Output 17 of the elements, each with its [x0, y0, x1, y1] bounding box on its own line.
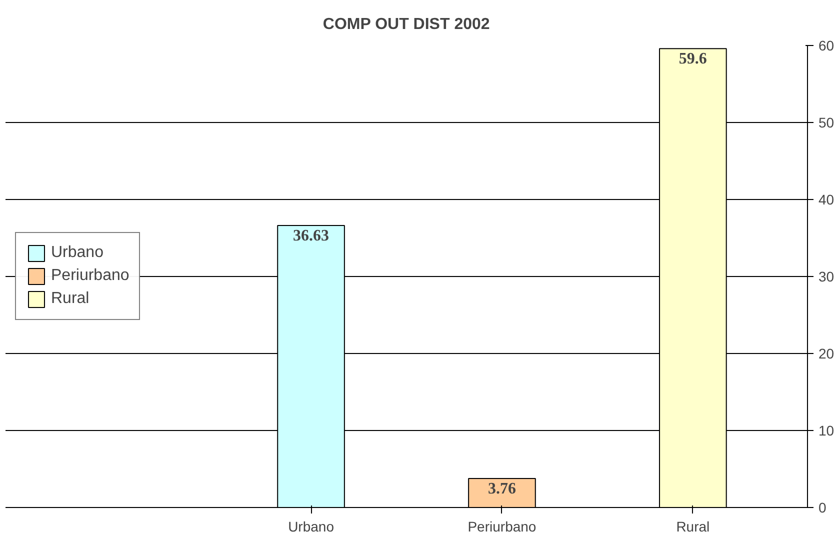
chart-title: COMP OUT DIST 2002: [322, 16, 490, 33]
y-tick-label: 50: [818, 114, 834, 130]
y-tick-label: 0: [818, 500, 826, 516]
legend-label: Periurbano: [51, 267, 130, 285]
y-tick-label: 20: [818, 346, 834, 362]
x-tick-label: Periurbano: [468, 518, 536, 534]
y-tick-label: 40: [818, 192, 834, 208]
x-tick-label: Rural: [676, 518, 710, 534]
y-tick-label: 30: [818, 268, 834, 284]
legend-label: Rural: [51, 290, 90, 308]
y-tick-label: 60: [818, 38, 834, 54]
data-label: 59.6: [678, 50, 707, 68]
x-tick-label: Urbano: [288, 518, 334, 534]
data-label: 3.76: [488, 480, 516, 498]
legend-label: Urbano: [51, 244, 104, 262]
data-label: 36.63: [293, 227, 330, 244]
y-tick-label: 10: [818, 422, 834, 438]
